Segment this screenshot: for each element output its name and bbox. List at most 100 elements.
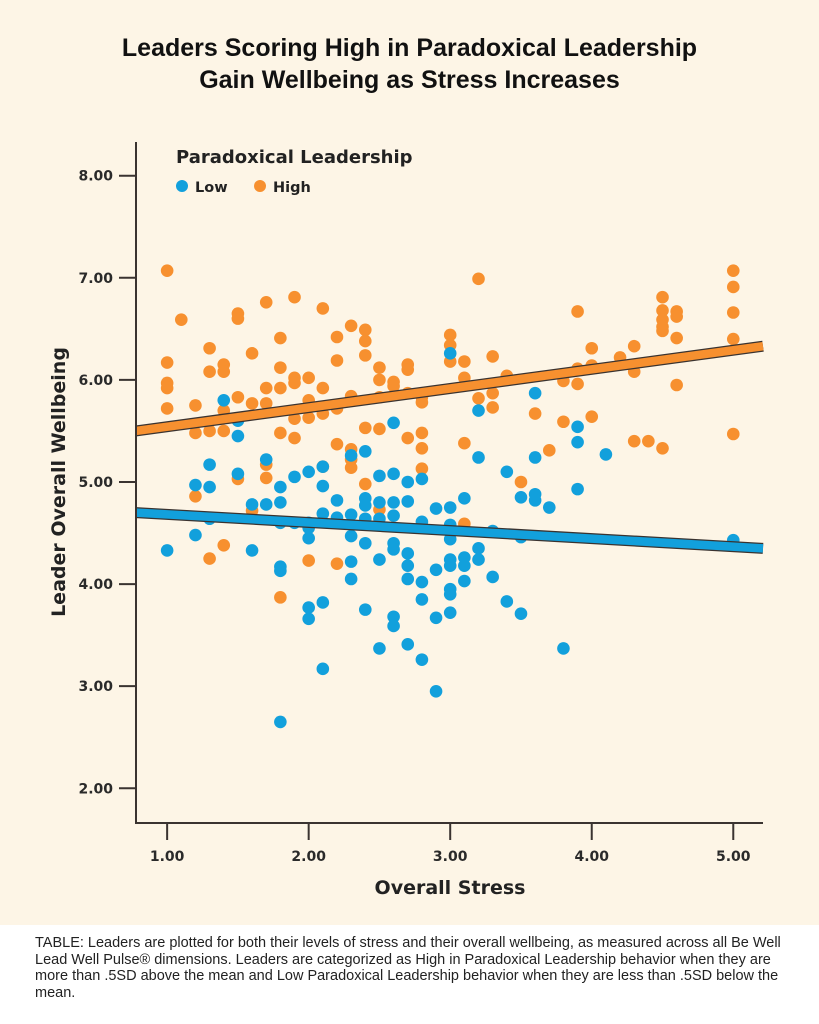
legend-high-marker [254, 180, 266, 192]
low-point [486, 570, 499, 584]
low-point [344, 449, 358, 462]
high-point [160, 381, 174, 395]
high-point [585, 410, 599, 423]
low-point [274, 496, 287, 509]
chart-caption: TABLE: Leaders are plotted for both thei… [35, 935, 781, 1001]
high-point [486, 350, 499, 363]
chart-title-line-2: Gain Wellbeing as Stress Increases [199, 66, 620, 94]
low-point [443, 606, 457, 619]
high-point [330, 354, 344, 367]
low-point [401, 475, 415, 489]
high-series [160, 264, 740, 604]
low-point [472, 542, 485, 555]
low-point [443, 347, 457, 360]
high-point [542, 444, 556, 457]
high-point [726, 427, 740, 441]
high-point [160, 356, 174, 369]
low-point [401, 495, 415, 508]
low-point [373, 496, 386, 509]
y-axis-title: Leader Overall Wellbeing [48, 347, 70, 617]
low-point [302, 465, 315, 479]
high-point [571, 377, 584, 391]
low-point [387, 496, 400, 509]
low-point [259, 498, 273, 511]
high-point [330, 330, 344, 344]
high-point [401, 363, 415, 376]
legend-high-label: High [273, 180, 311, 196]
low-point [302, 601, 315, 614]
low-point [160, 544, 174, 557]
high-point [160, 402, 174, 415]
high-point [203, 424, 216, 438]
high-point [656, 304, 669, 317]
y-tick-label: 2.00 [78, 781, 113, 797]
low-point [387, 619, 400, 633]
low-point [316, 507, 330, 520]
x-tick-label: 3.00 [433, 849, 468, 865]
low-point [245, 544, 259, 557]
high-point [259, 295, 273, 309]
high-point [670, 310, 683, 323]
high-point [274, 426, 287, 440]
y-tick-label: 6.00 [78, 373, 113, 389]
high-point [443, 328, 457, 342]
high-point [316, 381, 330, 395]
low-point [415, 575, 429, 589]
high-point [203, 341, 216, 355]
low-point [472, 451, 485, 464]
low-point [458, 559, 471, 573]
high-point [472, 272, 485, 286]
y-tick-label: 7.00 [78, 271, 113, 287]
chart-title: Leaders Scoring High in Paradoxical Lead… [0, 32, 819, 96]
x-tick-label: 5.00 [716, 849, 751, 865]
low-point [387, 467, 400, 481]
low-point [401, 547, 415, 560]
high-point [528, 407, 542, 420]
high-point [174, 313, 188, 326]
high-point [231, 312, 245, 325]
x-tick-label: 2.00 [291, 849, 326, 865]
low-point [415, 472, 429, 486]
low-point [514, 491, 528, 504]
low-point [189, 528, 202, 542]
low-point [401, 559, 415, 573]
high-point [274, 331, 287, 345]
high-point [557, 415, 570, 429]
high-point [401, 431, 415, 445]
low-point [274, 715, 287, 729]
chart-title-line-1: Leaders Scoring High in Paradoxical Lead… [121, 34, 698, 62]
high-point [358, 349, 372, 362]
low-trendline [135, 508, 764, 553]
low-point [458, 492, 471, 505]
low-point [358, 499, 372, 512]
low-point [330, 494, 344, 507]
high-point [245, 347, 259, 360]
legend-low-marker [176, 180, 188, 192]
low-point [599, 448, 613, 461]
high-point [726, 264, 740, 277]
low-point [571, 435, 584, 449]
low-point [514, 607, 528, 620]
y-tick-label: 8.00 [78, 169, 113, 185]
high-point [415, 426, 429, 440]
high-point [458, 355, 471, 368]
trendlines [135, 340, 764, 554]
high-point [358, 477, 372, 491]
low-point [245, 498, 259, 511]
low-point [316, 479, 330, 493]
high-point [288, 431, 301, 445]
high-point [217, 365, 231, 379]
high-point [642, 434, 655, 448]
high-point [726, 280, 740, 294]
high-point [302, 411, 315, 424]
low-point [387, 543, 400, 556]
low-point [472, 553, 485, 566]
high-point [373, 361, 386, 374]
high-point [288, 412, 301, 425]
low-point [358, 536, 372, 550]
high-point [189, 426, 202, 440]
high-point [288, 290, 301, 304]
high-point [486, 386, 499, 400]
high-point [203, 552, 216, 565]
high-point [274, 591, 287, 604]
